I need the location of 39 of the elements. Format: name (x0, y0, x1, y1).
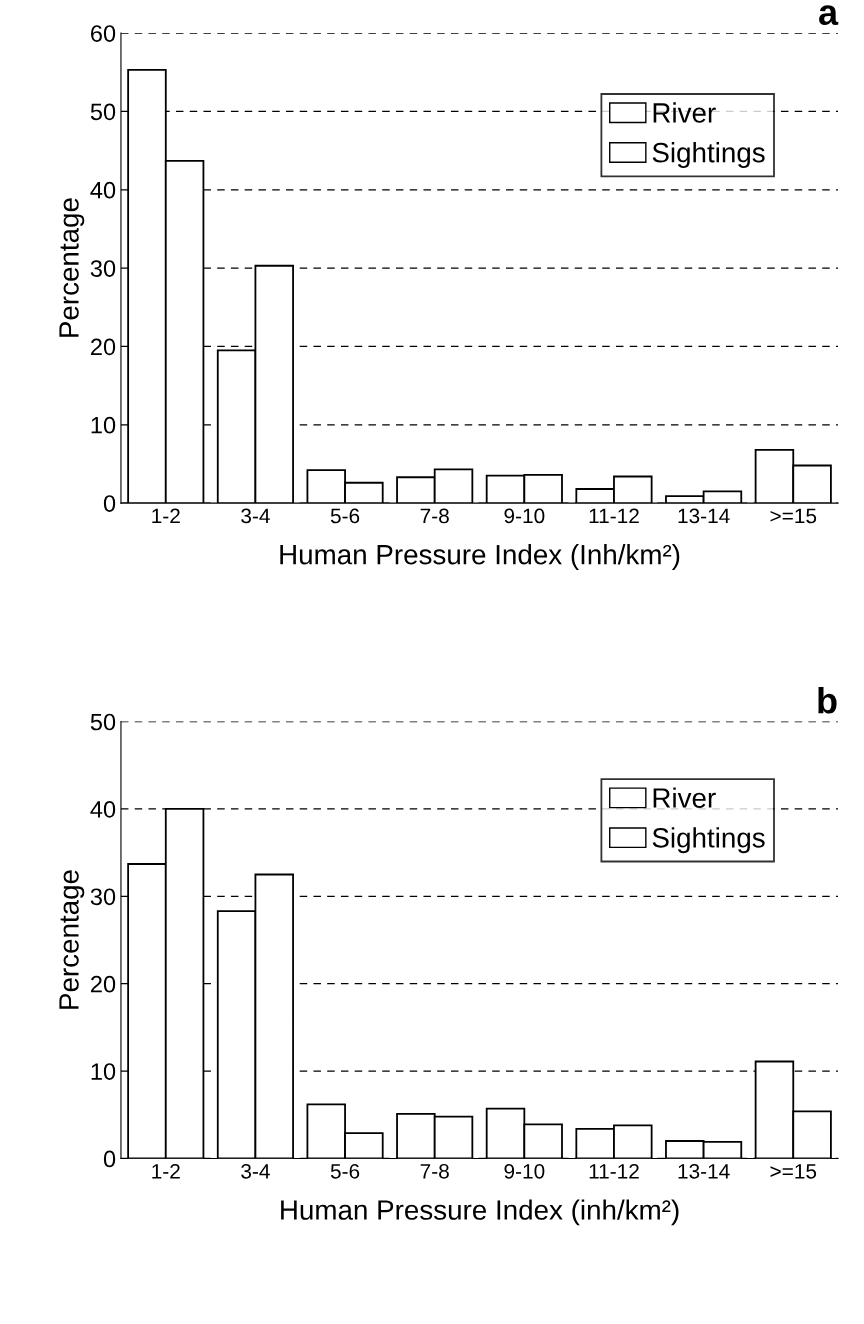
x-tick-label: 3-4 (241, 1163, 270, 1179)
y-tick-label: 30 (90, 888, 116, 906)
legend-label: Sightings (652, 142, 765, 168)
x-tick-label: 11-12 (589, 1163, 639, 1179)
x-tick-label: 9-10 (504, 1163, 545, 1179)
x-tick-label: 3-4 (241, 508, 270, 524)
x-tick-label: 13-14 (678, 1163, 730, 1179)
y-tick-label: 0 (103, 1150, 116, 1168)
x-tick-label: 5-6 (330, 508, 360, 524)
x-tick-label: 5-6 (330, 1163, 360, 1179)
y-axis-title: Percentage (59, 870, 85, 1009)
legend-label: River (653, 102, 716, 123)
x-tick-label: 1-2 (152, 1163, 180, 1179)
x-tick-label: 7-8 (420, 508, 449, 524)
y-tick-label: 50 (90, 103, 116, 121)
x-axis-title: Human Pressure Index (Inh/km²) (280, 544, 680, 570)
y-tick-label: 40 (90, 801, 116, 818)
x-tick-label: 13-14 (678, 508, 730, 524)
x-tick-label: 1-2 (152, 508, 180, 524)
x-tick-label: 11-12 (589, 508, 639, 524)
y-tick-label: 10 (91, 1063, 116, 1080)
x-axis-title: Human Pressure Index (inh/km²) (281, 1199, 679, 1226)
legend-label: Sightings (652, 827, 765, 854)
y-tick-label: 20 (91, 975, 116, 993)
y-tick-label: 40 (90, 181, 116, 199)
y-tick-label: 10 (91, 416, 116, 434)
x-tick-label: 7-8 (420, 1163, 449, 1179)
y-tick-label: 30 (90, 260, 116, 277)
y-axis-title: Percentage (59, 198, 85, 337)
y-tick-label: 20 (91, 338, 116, 356)
chart-title: b (818, 687, 837, 714)
legend-label: River (653, 787, 716, 808)
y-tick-label: 60 (91, 25, 116, 42)
x-tick-label: 9-10 (504, 508, 545, 524)
y-tick-label: 0 (103, 495, 116, 512)
chart-title: a (819, 5, 839, 26)
x-tick-label: >=15 (770, 508, 817, 524)
x-tick-label: >=15 (770, 1164, 817, 1179)
y-tick-label: 50 (90, 713, 116, 731)
